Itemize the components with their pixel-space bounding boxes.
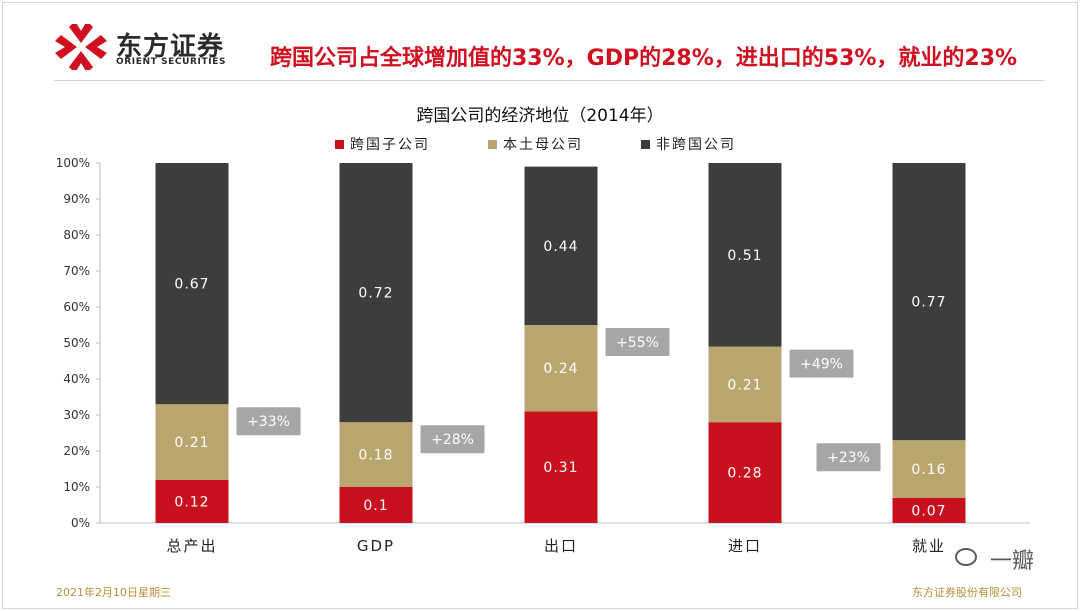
footer-company: 东方证券股份有限公司	[912, 586, 1022, 599]
y-tick-label: 30%	[63, 408, 90, 422]
bar-segment	[892, 497, 966, 523]
y-tick-label: 50%	[63, 336, 90, 350]
data-label: 0.12	[174, 494, 209, 510]
legend-swatch-tan	[488, 139, 497, 149]
data-label: 0.72	[358, 286, 393, 302]
data-label: 0.77	[911, 295, 946, 311]
orient-securities-logo: 东方证券 ORIENT SECURITIES	[54, 21, 254, 73]
callout-box	[236, 407, 301, 436]
bar-segment	[339, 163, 413, 423]
callout-label: +55%	[616, 335, 659, 351]
data-label: 0.21	[727, 377, 762, 393]
bar-segment	[708, 163, 782, 347]
data-label: 0.07	[911, 503, 946, 519]
y-tick-label: 10%	[63, 480, 90, 494]
legend-label: 非跨国公司	[656, 137, 736, 153]
callout-label: +49%	[800, 357, 843, 373]
slide-headline: 跨国公司占全球增加值的33%，GDP的28%，进出口的53%，就业的23%	[270, 46, 1018, 71]
data-label: 0.1	[363, 498, 388, 514]
wechat-icon	[955, 548, 977, 566]
callout-label: +33%	[247, 414, 290, 430]
watermark-text: 一瓣	[990, 549, 1035, 574]
logo-name: 东方证券	[116, 32, 225, 62]
data-label: 0.21	[174, 435, 209, 451]
bar-segment	[155, 404, 229, 480]
data-label: 0.31	[543, 460, 578, 476]
data-label: 0.16	[911, 462, 946, 478]
legend-item-subsidiary: 跨国子公司	[335, 134, 430, 154]
logo-subtitle: ORIENT SECURITIES	[116, 57, 227, 67]
data-label: 0.67	[174, 277, 209, 293]
y-tick-label: 100%	[56, 156, 90, 170]
chart-title: 跨国公司的经济地位（2014年）	[416, 106, 664, 126]
legend-swatch-dark	[641, 139, 650, 149]
data-label: 0.28	[727, 466, 762, 482]
bar-segment	[339, 487, 413, 523]
header-divider	[54, 80, 1044, 81]
callout-box	[816, 443, 881, 472]
bar-segment	[708, 422, 782, 523]
bar-segment	[155, 163, 229, 405]
callout-label: +23%	[827, 450, 870, 466]
data-label: 0.51	[727, 248, 762, 264]
y-tick-label: 20%	[63, 444, 90, 458]
legend-item-parent: 本土母公司	[488, 134, 583, 154]
logo-mark-icon	[55, 21, 107, 73]
x-tick-label: 总产出	[166, 537, 217, 555]
y-tick-label: 40%	[63, 372, 90, 386]
callout-label: +28%	[431, 432, 474, 448]
bar-segment	[339, 422, 413, 487]
legend-item-non-mnc: 非跨国公司	[641, 134, 736, 154]
y-tick-label: 80%	[63, 228, 90, 242]
callout-box	[789, 349, 854, 378]
x-tick-label: GDP	[357, 537, 395, 555]
legend-swatch-red	[335, 139, 344, 149]
callout-box	[420, 425, 485, 454]
footer-date: 2021年2月10日星期三	[56, 586, 171, 599]
data-label: 0.18	[358, 448, 393, 464]
callout-box	[605, 328, 670, 356]
x-tick-label: 就业	[912, 537, 946, 555]
bar-segment	[892, 163, 966, 441]
bar-segment	[892, 440, 966, 498]
y-tick-label: 60%	[63, 300, 90, 314]
chart-legend: 跨国子公司 本土母公司 非跨国公司	[0, 134, 1080, 154]
bar-segment	[524, 166, 598, 325]
data-label: 0.44	[543, 239, 578, 255]
y-tick-label: 70%	[63, 264, 90, 278]
y-tick-label: 90%	[63, 192, 90, 206]
y-tick-label: 0%	[71, 516, 90, 530]
legend-label: 本土母公司	[503, 137, 583, 153]
data-label: 0.24	[543, 361, 578, 377]
bar-segment	[524, 411, 598, 523]
x-tick-label: 出口	[544, 537, 578, 555]
bar-segment	[708, 346, 782, 423]
x-tick-label: 进口	[728, 537, 762, 555]
bar-segment	[155, 479, 229, 523]
legend-label: 跨国子公司	[350, 137, 430, 153]
bar-segment	[524, 325, 598, 412]
